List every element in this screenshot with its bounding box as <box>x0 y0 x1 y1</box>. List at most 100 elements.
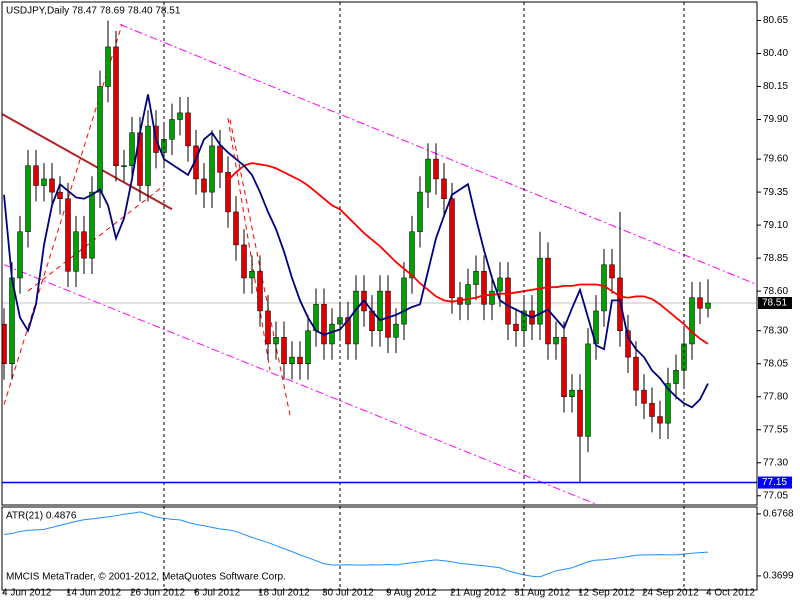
candle-body <box>209 145 215 193</box>
x-tick-label: 31 Aug 2012 <box>514 588 571 599</box>
candle-body <box>241 244 247 279</box>
x-tick-label: 30 Jul 2012 <box>322 588 374 599</box>
candle-body <box>609 264 615 279</box>
main-plot <box>2 20 757 505</box>
price-label-box <box>758 476 792 489</box>
candle-body <box>329 323 335 345</box>
candle-body <box>89 191 95 259</box>
candle-body <box>417 191 423 232</box>
trendline <box>2 112 173 211</box>
y-tick-label: 0.6768 <box>763 509 794 520</box>
candle-body <box>641 389 647 404</box>
candle-body <box>249 271 255 279</box>
candle-body <box>121 165 127 167</box>
atr-plot <box>3 511 709 578</box>
candle-body <box>177 112 183 120</box>
candle-body <box>401 277 407 325</box>
candle-body <box>25 165 31 232</box>
candle-body <box>377 290 383 331</box>
main-frame <box>1 1 758 506</box>
x-tick-label: 24 Sep 2012 <box>642 588 699 599</box>
candle-body <box>225 172 231 213</box>
candle-body <box>513 323 519 331</box>
candle-body <box>705 302 711 309</box>
y-tick-label: 80.65 <box>763 15 788 26</box>
candle-body <box>257 271 263 312</box>
y-tick-label: 77.80 <box>763 391 788 402</box>
x-tick-label: 6 Jul 2012 <box>194 588 241 599</box>
atr-title: ATR(21) 0.4876 <box>6 511 77 522</box>
y-tick-label: 79.60 <box>763 154 788 165</box>
y-tick-label: 78.30 <box>763 325 788 336</box>
candle-body <box>473 271 479 285</box>
candle-body <box>689 297 695 345</box>
y-tick-label: 80.40 <box>763 48 788 59</box>
candle-body <box>113 46 119 166</box>
candle-body <box>657 416 663 424</box>
x-tick-label: 14 Jun 2012 <box>66 588 121 599</box>
candle-body <box>17 231 23 279</box>
candle-body <box>73 231 79 272</box>
candle-body <box>57 191 63 199</box>
x-tick-label: 21 Aug 2012 <box>450 588 507 599</box>
candle-body <box>497 277 503 292</box>
candle-body <box>201 178 207 193</box>
y-tick-label: 77.55 <box>763 424 788 435</box>
y-tick-label: 78.05 <box>763 358 788 369</box>
candle-body <box>321 304 327 345</box>
candle-body <box>265 310 271 345</box>
candle-body <box>353 290 359 345</box>
candle-body <box>385 290 391 338</box>
chart-title: USDJPY,Daily 78.47 78.69 78.40 78.51 <box>6 6 181 17</box>
y-tick-label: 77.30 <box>763 457 788 468</box>
candle-body <box>409 231 415 279</box>
x-tick-label: 12 Sep 2012 <box>578 588 635 599</box>
candle-body <box>185 112 191 147</box>
candle-body <box>489 290 495 305</box>
atr-line <box>3 511 709 578</box>
candle-body <box>585 343 591 437</box>
candle-body <box>233 211 239 246</box>
candle-body <box>649 403 655 417</box>
candle-body <box>41 178 47 186</box>
x-tick-label: 26 Jun 2012 <box>130 588 185 599</box>
price-label-box <box>758 297 792 310</box>
y-tick-label: 80.15 <box>763 81 788 92</box>
y-tick-label: 79.35 <box>763 187 788 198</box>
candle-body <box>481 271 487 305</box>
candle-body <box>2 323 7 364</box>
candle-body <box>145 125 151 186</box>
candle-body <box>449 198 455 298</box>
candle-body <box>169 119 175 140</box>
candle-body <box>97 86 103 193</box>
candle-body <box>105 46 111 87</box>
trendline <box>3 24 123 405</box>
candle-body <box>673 370 679 384</box>
candle-body <box>129 132 135 166</box>
candle-body <box>561 337 567 397</box>
y-tick-label: 77.05 <box>763 490 788 501</box>
candle-body <box>65 198 71 272</box>
candle-body <box>577 389 583 437</box>
candle-body <box>217 145 223 173</box>
candle-body <box>569 389 575 397</box>
candle-body <box>297 356 303 364</box>
candle-body <box>633 356 639 391</box>
moving-average <box>227 162 709 345</box>
candle-body <box>33 165 39 186</box>
candle-body <box>81 231 87 259</box>
candle-body <box>289 356 295 364</box>
candle-body <box>545 257 551 345</box>
atr-frame <box>1 506 758 591</box>
copyright: MMCIS MetaTrader, © 2001-2012, MetaQuote… <box>6 572 286 583</box>
candle-body <box>625 330 631 358</box>
moving-average <box>3 94 709 409</box>
candle-body <box>537 257 543 325</box>
candle-body <box>49 178 55 193</box>
candle-body <box>305 330 311 364</box>
candle-body <box>393 323 399 338</box>
trendline <box>227 118 271 371</box>
price-label: 78.51 <box>762 298 787 309</box>
